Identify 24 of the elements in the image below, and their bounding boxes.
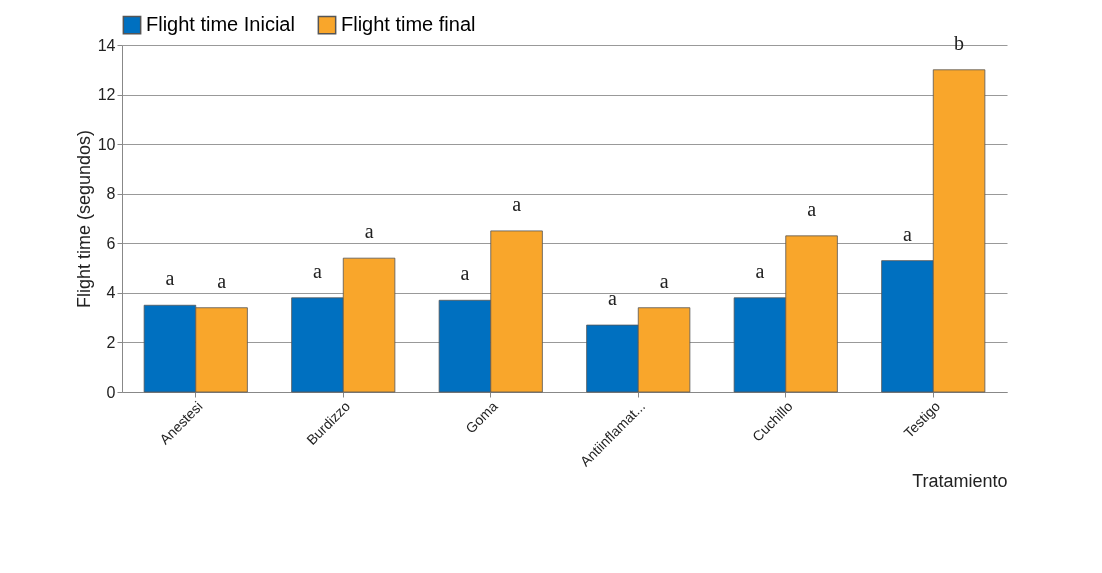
annotation: a — [364, 220, 374, 243]
y-tick-label: 14 — [97, 36, 116, 54]
y-tick-label: 0 — [106, 383, 116, 401]
annotation: a — [217, 269, 227, 292]
annotation: a — [312, 259, 322, 282]
annotation: b — [954, 31, 965, 54]
annotation: a — [165, 267, 175, 290]
y-tick-label: 10 — [97, 135, 116, 153]
annotation: a — [807, 197, 817, 220]
annotation: a — [659, 269, 669, 292]
annotation: a — [902, 222, 912, 245]
y-tick-label: 6 — [106, 234, 116, 252]
annotation: a — [607, 287, 617, 310]
y-tick-label: 2 — [106, 333, 116, 351]
legend-label: Flight time final — [341, 13, 476, 36]
x-axis-title: Tratamiento — [912, 471, 1008, 492]
legend-label: Flight time Inicial — [146, 13, 295, 36]
y-tick-label: 4 — [106, 284, 116, 302]
y-axis-title: Flight time (segundos) — [73, 129, 94, 309]
annotation: a — [755, 259, 765, 282]
annotation: a — [460, 262, 470, 285]
annotation: a — [512, 192, 522, 215]
y-tick-label: 12 — [97, 86, 116, 104]
y-tick-label: 8 — [106, 185, 116, 203]
